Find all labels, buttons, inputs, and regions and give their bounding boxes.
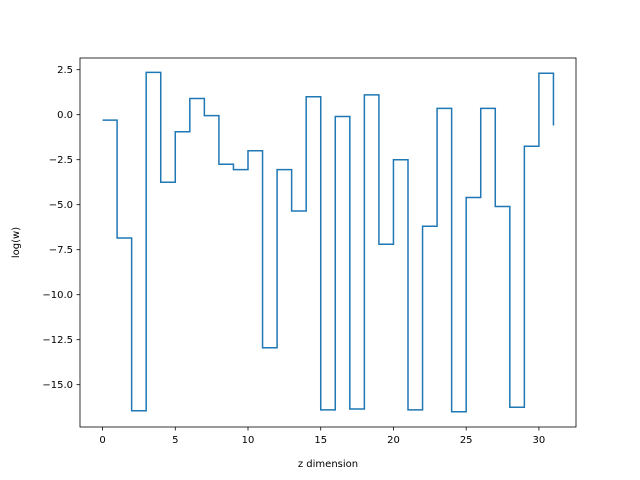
y-tick-label: −2.5 xyxy=(49,155,73,166)
x-tick-label: 10 xyxy=(242,435,255,446)
x-tick-label: 15 xyxy=(314,435,327,446)
y-tick-label: 2.5 xyxy=(57,65,73,76)
y-tick-label: −10.0 xyxy=(42,290,73,301)
plot-frame xyxy=(79,57,577,428)
x-tick-label: 30 xyxy=(533,435,546,446)
y-axis-label: log(w) xyxy=(11,227,22,258)
y-tick-label: −7.5 xyxy=(49,245,73,256)
x-tick-label: 20 xyxy=(387,435,400,446)
y-tick-label: −12.5 xyxy=(42,335,73,346)
y-tick-label: 0.0 xyxy=(57,110,73,121)
x-axis-label: z dimension xyxy=(298,459,358,470)
x-axis-ticks: 0 5 10 15 20 25 30 xyxy=(99,427,545,446)
x-tick-label: 0 xyxy=(99,435,105,446)
y-tick-label: −5.0 xyxy=(49,200,73,211)
series-layer xyxy=(102,71,555,413)
y-axis-ticks: 2.5 0.0 −2.5 −5.0 −7.5 −10.0 −12.5 −15.0 xyxy=(42,65,80,391)
x-tick-label: 5 xyxy=(172,435,178,446)
y-tick-label: −15.0 xyxy=(42,380,73,391)
series-line-0 xyxy=(102,71,555,413)
x-tick-label: 25 xyxy=(460,435,473,446)
